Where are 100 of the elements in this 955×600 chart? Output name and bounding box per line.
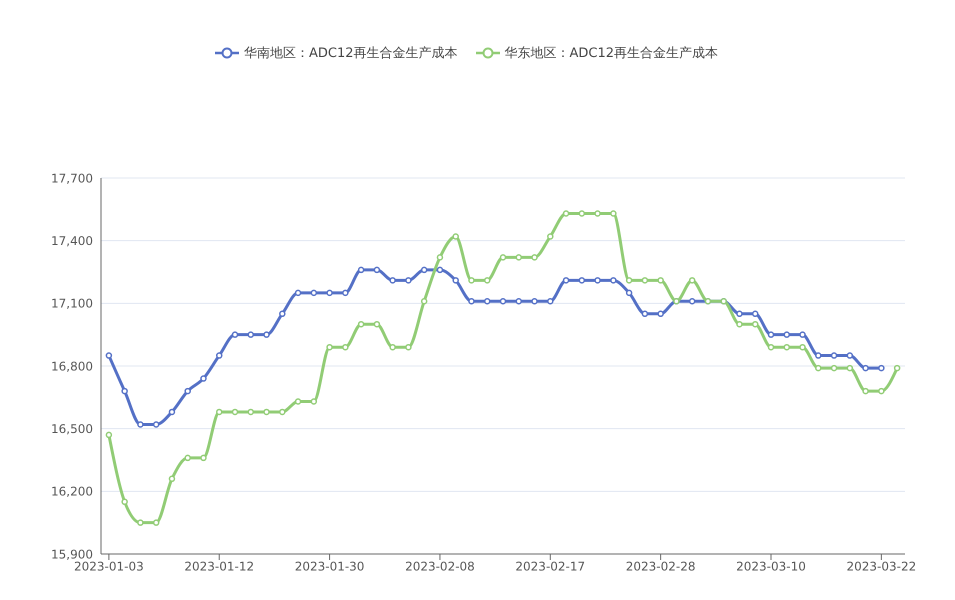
- point: [610, 277, 617, 284]
- point: [358, 320, 364, 328]
- point: [484, 298, 490, 304]
- point: [342, 344, 349, 350]
- y-tick-label: 16,200: [51, 484, 93, 499]
- x-tick-label: 2023-01-30: [294, 560, 364, 574]
- point: [784, 344, 790, 350]
- point: [200, 454, 207, 462]
- point: [168, 476, 176, 482]
- point: [878, 364, 885, 372]
- point: [200, 375, 207, 382]
- point: [862, 388, 869, 394]
- point: [279, 408, 286, 416]
- point: [736, 310, 743, 318]
- point: [420, 266, 428, 274]
- point: [294, 398, 302, 405]
- point: [578, 210, 586, 217]
- point: [137, 421, 144, 428]
- point: [121, 388, 128, 394]
- point: [168, 408, 176, 416]
- y-tick-label: 16,500: [51, 422, 93, 436]
- legend-label: 华东地区：ADC12再生合金生产成本: [504, 45, 718, 62]
- point: [562, 210, 570, 217]
- point: [815, 352, 822, 359]
- point: [878, 388, 885, 394]
- point: [152, 421, 160, 428]
- point: [547, 298, 554, 304]
- point: [531, 254, 538, 261]
- point: [768, 331, 774, 338]
- point: [830, 352, 838, 359]
- point: [626, 290, 632, 296]
- point: [248, 331, 254, 338]
- x-tick-label: 2023-02-28: [626, 560, 696, 574]
- point: [294, 290, 302, 296]
- point: [862, 364, 869, 372]
- point: [531, 298, 538, 304]
- point: [342, 290, 349, 296]
- point: [594, 210, 601, 217]
- point: [610, 210, 617, 217]
- point: [516, 298, 522, 304]
- point: [216, 352, 222, 359]
- point: [374, 266, 380, 274]
- point: [152, 519, 160, 526]
- point: [326, 344, 333, 350]
- legend-label: 华南地区：ADC12再生合金生产成本: [242, 45, 458, 62]
- point: [468, 277, 475, 284]
- point: [389, 344, 396, 350]
- point: [121, 498, 128, 506]
- point: [626, 277, 632, 284]
- x-tick-label: 2023-02-17: [515, 560, 586, 574]
- point: [184, 454, 191, 462]
- y-tick-label: 17,700: [51, 171, 93, 186]
- point: [815, 364, 822, 372]
- point: [468, 298, 475, 304]
- point: [830, 364, 838, 372]
- point: [358, 266, 364, 274]
- point: [436, 254, 444, 261]
- point: [184, 388, 191, 394]
- point: [232, 331, 238, 338]
- point: [516, 254, 522, 261]
- point: [642, 310, 648, 318]
- point: [642, 277, 648, 284]
- point: [768, 344, 774, 350]
- point: [137, 519, 144, 526]
- x-tick-label: 2023-01-03: [74, 560, 144, 574]
- y-tick-label: 17,100: [51, 296, 93, 311]
- y-tick-label: 17,400: [51, 234, 93, 248]
- point: [389, 277, 396, 284]
- point: [374, 320, 380, 328]
- point: [799, 344, 806, 350]
- x-tick-label: 2023-03-10: [736, 560, 806, 574]
- point: [688, 298, 696, 304]
- point: [657, 310, 664, 318]
- point: [452, 233, 459, 240]
- x-tick-label: 2023-02-08: [405, 560, 475, 574]
- point: [263, 408, 270, 416]
- point: [547, 233, 554, 240]
- point: [216, 408, 222, 416]
- point: [657, 277, 664, 284]
- point: [752, 310, 758, 318]
- point: [310, 398, 318, 405]
- point: [326, 290, 333, 296]
- point: [594, 277, 601, 284]
- point: [578, 277, 586, 284]
- point: [736, 320, 743, 328]
- point: [232, 408, 238, 416]
- point: [846, 364, 854, 372]
- point: [484, 277, 490, 284]
- x-tick-label: 2023-01-12: [184, 560, 254, 574]
- point: [248, 408, 254, 416]
- point: [106, 352, 112, 359]
- y-tick-label: 15,900: [51, 547, 93, 562]
- point: [106, 432, 112, 438]
- point: [894, 364, 900, 372]
- point: [436, 266, 444, 274]
- y-tick-label: 16,800: [51, 359, 93, 374]
- point: [452, 277, 459, 284]
- point: [263, 331, 270, 338]
- point: [688, 277, 696, 284]
- point: [500, 254, 506, 261]
